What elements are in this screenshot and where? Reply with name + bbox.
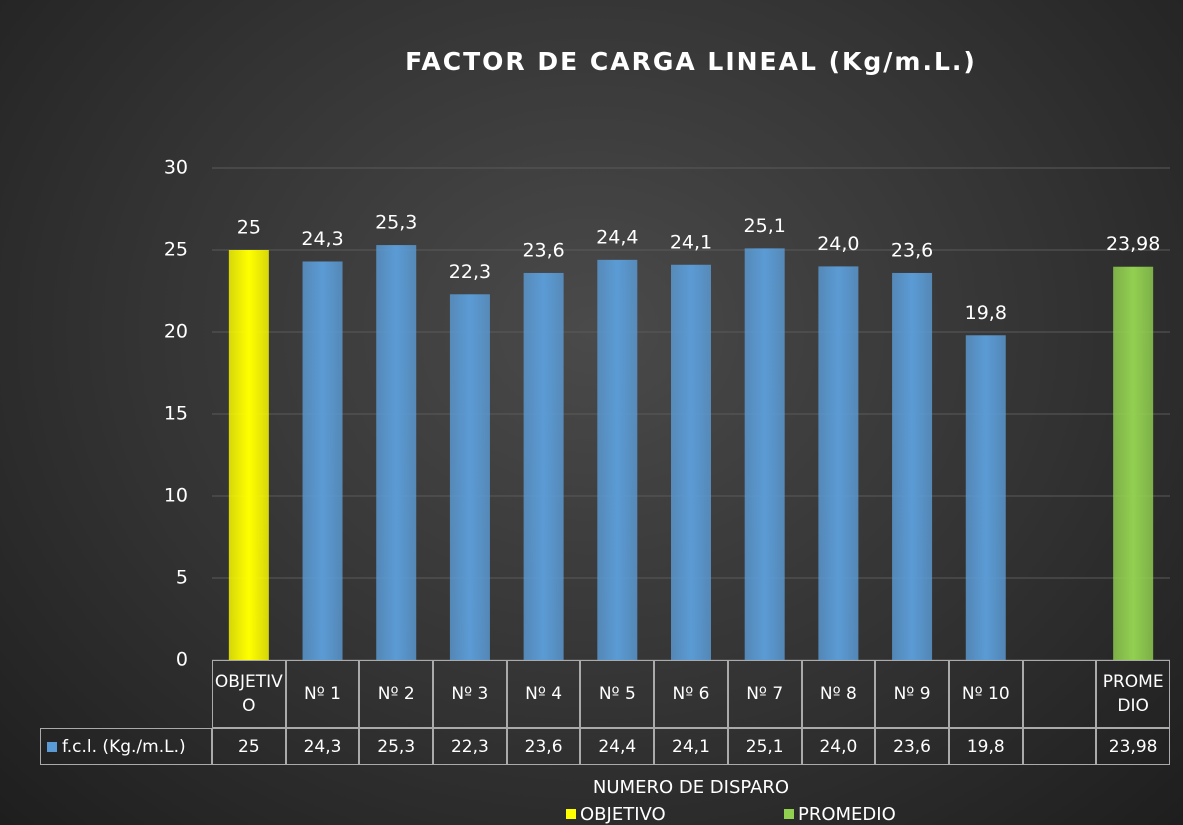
chart-title: FACTOR DE CARGA LINEAL (Kg/m.L.) (405, 47, 977, 76)
bar (523, 272, 564, 660)
y-tick-label: 10 (164, 485, 188, 507)
bar (597, 259, 638, 660)
table-value: 23,98 (1096, 728, 1170, 765)
series-name: f.c.l. (Kg./m.L.) (62, 736, 186, 757)
bar (302, 261, 343, 660)
bar (892, 272, 933, 660)
x-tick-label: OBJETIVO (212, 660, 286, 728)
table-value: 23,6 (875, 728, 949, 765)
x-tick-label: Nº 10 (948, 660, 1023, 728)
table-value: 25,1 (727, 728, 802, 765)
x-tick-label (1022, 660, 1097, 728)
bar (449, 294, 490, 660)
table-value: 24,0 (801, 728, 876, 765)
table-value: 23,6 (506, 728, 581, 765)
legend-label: OBJETIVO (580, 804, 666, 825)
data-label: 23,6 (522, 239, 564, 261)
table-value: 25,3 (359, 728, 434, 765)
bar (1113, 266, 1154, 660)
x-tick-label: Nº 5 (580, 660, 655, 728)
data-label: 25,3 (375, 212, 417, 234)
legend-swatch (566, 809, 576, 819)
table-value: 19,8 (948, 728, 1023, 765)
y-tick-label: 20 (164, 321, 188, 343)
bar (228, 250, 269, 660)
bar (744, 248, 785, 661)
y-tick-label: 5 (176, 567, 188, 589)
x-tick-label: Nº 1 (285, 660, 360, 728)
x-tick-label: Nº 2 (359, 660, 434, 728)
y-tick-label: 15 (164, 403, 188, 425)
x-tick-label: Nº 8 (801, 660, 876, 728)
data-label: 24,3 (301, 228, 343, 250)
table-value: 24,4 (580, 728, 655, 765)
legend-swatch (784, 809, 794, 819)
x-tick-label: Nº 4 (506, 660, 581, 728)
x-tick-label: Nº 3 (433, 660, 507, 728)
data-label: 23,98 (1106, 233, 1160, 255)
bar (818, 266, 859, 660)
y-tick-label: 30 (164, 157, 188, 179)
x-tick-label: Nº 7 (727, 660, 802, 728)
x-axis-title: NUMERO DE DISPARO (593, 777, 789, 798)
data-label: 25,1 (744, 215, 786, 237)
series-key (47, 741, 57, 752)
legend-label: PROMEDIO (798, 804, 896, 825)
data-label: 24,1 (670, 231, 712, 253)
data-label: 23,6 (891, 239, 933, 261)
y-tick-label: 0 (176, 649, 188, 671)
data-label: 24,4 (596, 226, 638, 248)
x-tick-label: PROMEDIO (1096, 660, 1170, 728)
data-label: 24,0 (817, 233, 859, 255)
x-tick-label: Nº 6 (654, 660, 728, 728)
data-label: 19,8 (965, 302, 1007, 324)
x-tick-label: Nº 9 (875, 660, 949, 728)
table-value: 25 (212, 728, 286, 765)
table-value: 22,3 (433, 728, 507, 765)
y-tick-label: 25 (164, 239, 188, 261)
table-value: 24,1 (654, 728, 728, 765)
table-value (1022, 728, 1097, 765)
table-value: 24,3 (285, 728, 360, 765)
bar (376, 245, 417, 660)
bar (965, 335, 1006, 660)
data-label: 25 (237, 217, 261, 239)
bar (671, 264, 711, 660)
legend-key-cell: f.c.l. (Kg./m.L.) (40, 728, 212, 765)
data-label: 22,3 (449, 261, 491, 283)
